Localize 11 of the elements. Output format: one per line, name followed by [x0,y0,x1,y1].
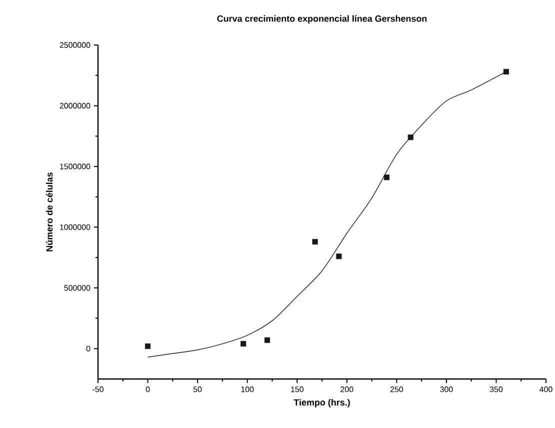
point [384,174,390,180]
chart-title: Curva crecimiento exponencial línea Gershenson [217,15,427,24]
point [408,134,414,140]
y-axis-title: Número de células [46,172,53,252]
point [264,337,270,343]
point [503,68,509,75]
point [144,343,151,349]
x-axis-title: Tiempo (hrs.) [294,398,350,408]
point [336,254,342,260]
point [312,238,318,245]
point [240,340,246,347]
